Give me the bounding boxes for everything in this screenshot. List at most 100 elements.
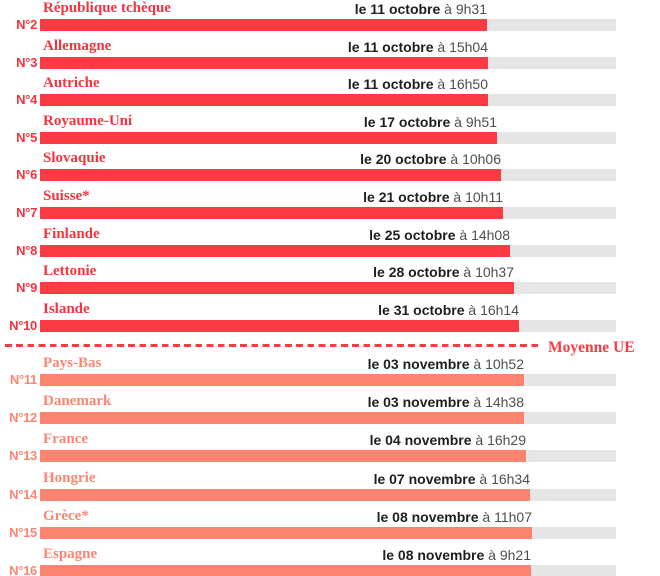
country-label: Slovaquie [43,150,106,167]
table-row: N°10 Islande le 31 octobre à 16h14 [0,301,660,333]
date-label: le 21 octobre à 10h11 [40,189,503,205]
country-label: France [43,431,88,448]
eu-average-dashed-line [5,344,542,347]
date-bold: le 08 novembre [382,547,485,563]
date-bold: le 25 octobre [369,226,456,243]
bar-fill [40,412,524,425]
bar-fill [40,94,488,107]
date-bold: le 11 octobre [347,38,434,55]
table-row: N°7 Suisse* le 21 octobre à 10h11 [0,188,660,220]
bar-fill [40,19,487,31]
time-text: à 16h29 [471,432,526,449]
date-bold: le 28 octobre [373,264,460,281]
table-row: N°12 Danemark le 03 novembre à 14h38 [0,393,660,425]
eu-average-label: Moyenne UE [548,339,635,356]
time-text: à 10h37 [459,264,514,281]
date-bold: le 04 novembre [369,432,472,449]
country-label: République tchèque [43,0,171,16]
date-label: le 08 novembre à 11h07 [40,509,532,525]
bar-fill [40,131,497,144]
rank-label: N°14 [9,486,37,502]
date-bold: le 31 octobre [378,301,465,318]
date-label: le 11 octobre à 9h31 [40,1,487,17]
date-bold: le 17 octobre [363,113,451,130]
rank-label: N°8 [16,242,37,258]
time-text: à 9h21 [484,547,531,563]
date-label: le 07 novembre à 16h34 [40,471,530,487]
date-bold: le 08 novembre [376,508,479,525]
time-text: à 15h04 [433,38,488,55]
date-bold: le 11 octobre [354,1,441,17]
rank-label: N°7 [16,205,37,220]
table-row: N°14 Hongrie le 07 novembre à 16h34 [0,470,660,502]
time-text: à 9h51 [450,113,497,130]
table-row: N°15 Grèce* le 08 novembre à 11h07 [0,508,660,540]
table-row: N°2 République tchèque le 11 octobre à 9h3… [0,0,660,32]
country-label: Finlande [43,225,100,242]
table-row: N°6 Slovaquie le 20 octobre à 10h06 [0,150,660,182]
country-label: Suisse* [43,188,90,204]
date-label: le 03 novembre à 14h38 [40,394,524,410]
time-text: à 10h52 [469,356,524,372]
date-label: le 28 octobre à 10h37 [40,264,514,280]
time-text: à 14h08 [455,226,510,243]
time-text: à 11h07 [478,508,532,525]
date-label: le 03 novembre à 10h52 [40,356,524,372]
country-label: Pays-Bas [43,355,102,371]
country-label: Islande [43,300,90,317]
time-text: à 9h31 [440,1,487,17]
table-row: N°16 Espagne le 08 novembre à 9h21 [0,546,660,576]
country-label: Autriche [43,75,100,92]
rank-label: N°12 [9,410,37,426]
bar-fill [40,282,514,295]
rank-label: N°6 [16,167,37,183]
date-label: le 20 octobre à 10h06 [40,151,501,167]
date-bold: le 20 octobre [360,151,447,168]
table-row: N°9 Lettonie le 28 octobre à 10h37 [0,263,660,295]
date-bold: le 03 novembre [367,394,470,411]
country-label: Espagne [43,546,98,562]
date-bold: le 03 novembre [367,356,470,372]
country-label: Danemark [43,393,112,410]
bar-fill [40,169,501,182]
rank-label: N°4 [16,92,37,108]
rank-label: N°13 [9,448,37,464]
time-text: à 14h38 [469,394,524,411]
bar-fill [40,207,503,219]
country-label: Royaume-Uni [43,112,133,129]
date-bold: le 11 octobre [347,76,434,93]
date-label: le 11 octobre à 15h04 [40,39,488,55]
time-text: à 10h06 [446,151,501,168]
rank-label: N°15 [9,524,37,540]
date-label: le 11 octobre à 16h50 [40,76,488,92]
date-label: le 04 novembre à 16h29 [40,432,526,448]
bar-fill [40,488,530,501]
country-label: Grèce* [43,507,89,524]
time-text: à 16h34 [475,470,530,487]
bar-fill [40,319,519,332]
bar-fill [40,374,524,386]
bar-fill [40,526,532,539]
date-label: le 31 octobre à 16h14 [40,302,519,318]
date-bold: le 07 novembre [373,470,476,487]
bar-fill [40,450,526,463]
table-row: N°4 Autriche le 11 octobre à 16h50 [0,75,660,107]
rank-label: N°11 [9,372,37,387]
bar-fill [40,56,488,69]
date-label: le 25 octobre à 14h08 [40,227,510,243]
rank-label: N°5 [16,129,37,145]
rank-label: N°2 [16,17,37,32]
rank-label: N°9 [16,280,37,296]
time-text: à 16h14 [464,301,519,318]
bar-fill [40,244,510,257]
rank-label: N°10 [9,317,37,333]
time-text: à 16h50 [433,76,488,93]
country-label: Lettonie [43,263,97,280]
country-label: Allemagne [43,37,112,54]
table-row: N°8 Finlande le 25 octobre à 14h08 [0,226,660,258]
table-row: N°5 Royaume-Uni le 17 octobre à 9h51 [0,113,660,145]
rank-label: N°3 [16,54,37,70]
country-label: Hongrie [43,469,96,486]
table-row: N°11 Pays-Bas le 03 novembre à 10h52 [0,355,660,387]
